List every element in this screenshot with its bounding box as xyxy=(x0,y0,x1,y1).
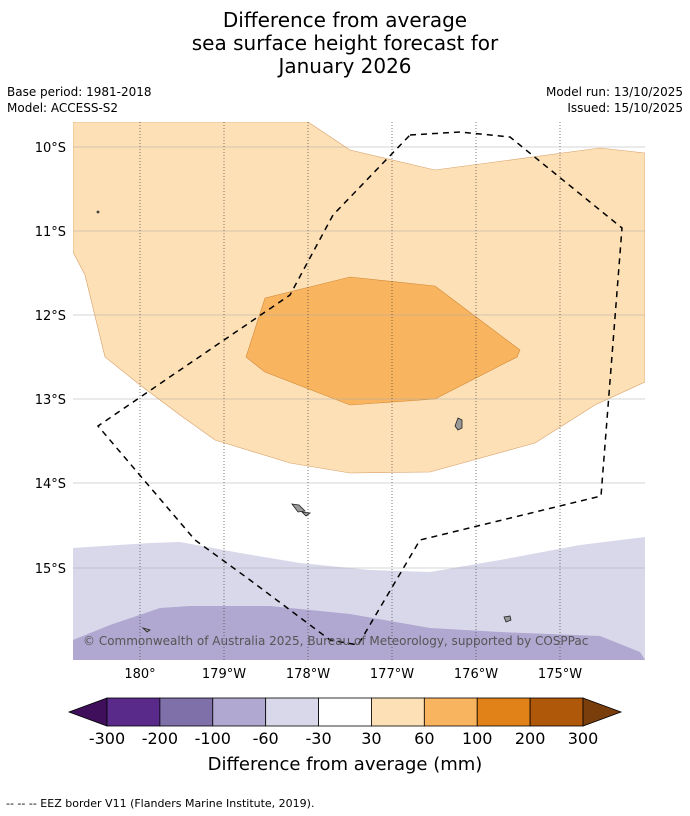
map-figure: © Commonwealth of Australia 2025, Bureau… xyxy=(35,122,645,775)
colorbar-swatch xyxy=(106,697,161,727)
lat-label: 12°S xyxy=(35,309,66,324)
lon-label: 180° xyxy=(124,667,155,682)
colorbar-tick-label: -30 xyxy=(305,729,331,748)
lat-label: 14°S xyxy=(35,477,66,492)
issued-date: Issued: 15/10/2025 xyxy=(567,101,683,115)
colorbar-swatch xyxy=(423,697,478,727)
colorbar-swatch xyxy=(212,697,267,727)
lon-label: 178°W xyxy=(286,667,330,682)
colorbar-labels: -300 -200 -100 -60 -30 30 60 100 200 300 xyxy=(89,729,598,748)
colorbar-tick-label: 30 xyxy=(361,729,381,748)
model-run: Model run: 13/10/2025 xyxy=(545,85,683,99)
lat-label: 15°S xyxy=(35,562,66,577)
colorbar-tick-label: -300 xyxy=(89,729,125,748)
gridlines xyxy=(73,146,645,569)
lat-label: 10°S xyxy=(35,141,66,156)
colorbar-tick-label: 60 xyxy=(414,729,434,748)
colorbar-title: Difference from average (mm) xyxy=(208,754,483,775)
colorbar-tick-label: -60 xyxy=(253,729,279,748)
copyright-notice: © Commonwealth of Australia 2025, Bureau… xyxy=(83,634,588,648)
lon-label: 177°W xyxy=(370,667,414,682)
longitude-labels: 180° 179°W 178°W 177°W 176°W 175°W xyxy=(124,667,582,682)
lat-label: 11°S xyxy=(35,225,66,240)
colorbar-tick-label: -100 xyxy=(195,729,231,748)
title-line-2: sea surface height forecast for xyxy=(191,31,499,55)
colorbar-swatch xyxy=(318,697,372,727)
colorbar: -300 -200 -100 -60 -30 30 60 100 200 300 Differen… xyxy=(67,697,623,775)
island-south-west xyxy=(141,627,151,633)
colorbar-tick-label: 300 xyxy=(568,729,599,748)
title-line-1: Difference from average xyxy=(222,8,468,32)
colorbar-tick-label: -200 xyxy=(142,729,178,748)
eez-border xyxy=(96,131,623,646)
colorbar-swatches xyxy=(67,697,623,727)
island-tafahi xyxy=(454,417,463,431)
island-vavau-a xyxy=(291,503,306,513)
lat-label: 13°S xyxy=(35,393,66,408)
anomaly-neg60-neg100-contour xyxy=(73,606,645,660)
model-name: Model: ACCESS-S2 xyxy=(7,101,119,115)
colorbar-swatch xyxy=(371,697,425,727)
colorbar-tick-label: 100 xyxy=(462,729,493,748)
colorbar-swatch xyxy=(476,697,531,727)
base-period: Base period: 1981-2018 xyxy=(7,85,152,99)
eez-footnote: -- -- -- EEZ border V11 (Flanders Marine… xyxy=(6,797,315,810)
map-area: © Commonwealth of Australia 2025, Bureau… xyxy=(73,122,645,660)
colorbar-extend-low xyxy=(67,697,108,727)
lon-label: 176°W xyxy=(454,667,498,682)
lon-label: 175°W xyxy=(538,667,582,682)
colorbar-extend-high xyxy=(582,697,623,727)
latitude-labels: 10°S 11°S 12°S 13°S 14°S 15°S xyxy=(35,141,66,577)
lon-label: 179°W xyxy=(202,667,246,682)
colorbar-tick-label: 200 xyxy=(515,729,546,748)
colorbar-swatch xyxy=(529,697,584,727)
island-south-east xyxy=(503,615,512,623)
island-north-west xyxy=(96,210,100,214)
island-vavau-b xyxy=(300,511,312,517)
colorbar-swatch xyxy=(265,697,319,727)
title-line-3: January 2026 xyxy=(278,54,412,78)
islands xyxy=(96,210,512,633)
colorbar-swatch xyxy=(159,697,214,727)
